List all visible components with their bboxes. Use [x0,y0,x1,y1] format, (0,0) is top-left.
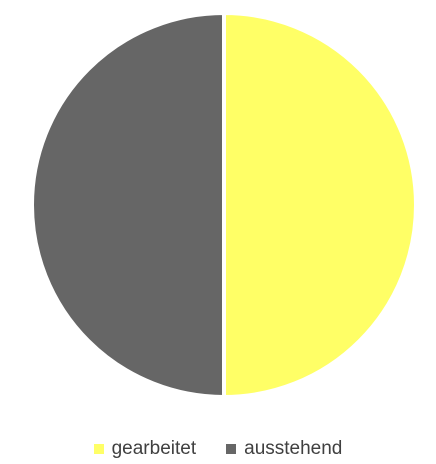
legend-item-gearbeitet: gearbeitet [93,438,197,460]
legend-label-ausstehend: ausstehend [244,438,343,459]
legend: gearbeitet ausstehend [0,436,436,462]
legend-swatch-ausstehend [226,444,237,454]
legend-item-ausstehend: ausstehend [226,438,342,460]
pie-slice-gearbeitet [222,11,418,399]
pie-slice-ausstehend [30,11,226,399]
legend-label-gearbeitet: gearbeitet [111,438,197,459]
pie-chart [30,11,418,399]
legend-swatch-gearbeitet [93,444,104,454]
